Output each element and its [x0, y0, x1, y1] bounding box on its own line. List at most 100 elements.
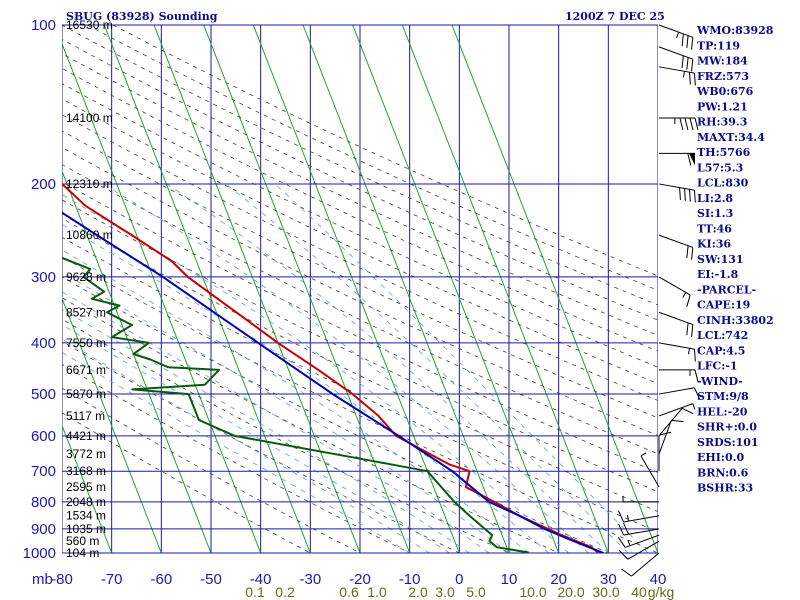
wind-barb-staff	[623, 515, 660, 523]
isotherm-line	[62, 169, 212, 553]
index-item: BSHR:33	[697, 482, 753, 495]
wind-barb-flag	[688, 189, 691, 202]
wind-barb-staff	[658, 403, 693, 417]
index-item: LFC:-1	[697, 360, 738, 373]
wind-barb-flag	[679, 117, 684, 131]
wind-barb-flag	[618, 510, 625, 523]
wind-barb	[618, 522, 660, 536]
wind-barb-half-flag	[627, 539, 631, 546]
moist-adiabat-line	[166, 183, 609, 553]
pressure-tick-label: 100	[31, 17, 56, 34]
mixing-ratio-label: 5.0	[466, 584, 486, 600]
dry-adiabat-line	[62, 67, 658, 352]
wind-barb	[659, 117, 699, 131]
wind-barb-flag	[679, 187, 681, 200]
wind-barb-staff	[625, 534, 660, 548]
index-item: CAPE:19	[697, 299, 750, 312]
dry-adiabat-line	[62, 217, 658, 513]
wind-barb	[658, 419, 684, 455]
isotherm-line	[0, 25, 12, 553]
index-item: CINH:33802	[697, 314, 774, 327]
index-item: LCL:742	[697, 329, 748, 342]
mixing-ratio-label: 0.2	[275, 584, 295, 600]
wind-barb-flag	[621, 568, 632, 577]
wind-barb-half-flag	[692, 403, 696, 410]
height-label: 9628 m	[66, 270, 106, 284]
index-item: TP:119	[697, 39, 740, 52]
wind-barb-flag	[691, 37, 694, 50]
wind-barb-flag	[689, 117, 694, 131]
wind-barb	[618, 510, 660, 523]
pressure-tick-label: 800	[31, 494, 56, 511]
wind-barb-flag	[658, 431, 672, 436]
height-label: 8527 m	[66, 305, 106, 319]
moist-adiabat-line	[274, 183, 649, 553]
moist-adiabat-line	[225, 183, 629, 553]
moist-adiabat-line	[62, 338, 430, 553]
temperature-tick-label: -50	[200, 571, 222, 588]
isotherm-line	[62, 297, 162, 553]
pressure-tick-label: 400	[31, 335, 56, 352]
height-label: 14100 m	[66, 111, 113, 125]
wind-barb-flag	[688, 72, 691, 85]
temperature-tick-label: -80	[51, 571, 73, 588]
index-item: PW:1.21	[697, 100, 748, 113]
mixing-ratio-label: 1.0	[367, 584, 387, 600]
index-item: RH:39.3	[697, 116, 747, 129]
wind-barb-staff	[658, 24, 693, 38]
isotherm-line	[153, 25, 361, 553]
wind-barb	[618, 540, 660, 560]
wind-barb	[659, 152, 695, 166]
mixing-ratio-label: 10.0	[519, 584, 546, 600]
temperature-tick-label: -30	[299, 571, 321, 588]
isotherm-line	[401, 25, 609, 553]
wind-barb-staff	[631, 552, 660, 577]
dry-adiabat-line	[62, 297, 559, 553]
wind-barb	[658, 46, 694, 72]
isotherm-line	[451, 25, 658, 553]
index-item: TT:46	[697, 222, 732, 235]
wind-barb	[658, 342, 696, 362]
pressure-tick-label: 500	[31, 386, 56, 403]
index-item: SW:131	[697, 253, 744, 266]
wind-barb-staff	[658, 387, 695, 395]
height-label: 12310 m	[66, 177, 113, 191]
wind-barb-half-flag	[682, 71, 686, 78]
height-label: 5870 m	[66, 387, 106, 401]
mixing-ratio-label: 20.0	[557, 584, 584, 600]
wind-barb-staff	[658, 342, 695, 350]
index-item: EI:-1.8	[697, 268, 739, 281]
temperature-tick-label: 40	[650, 571, 667, 588]
wind-barb-flag	[694, 117, 699, 131]
dry-adiabat-line	[62, 387, 361, 553]
height-label: 1534 m	[66, 509, 106, 523]
wind-barb-flag	[617, 536, 626, 548]
wind-barb-flag	[618, 549, 629, 560]
index-item: HEL:-20	[697, 405, 748, 418]
wind-barb	[658, 276, 691, 307]
index-item: L57:5.3	[697, 161, 743, 174]
index-item: SI:1.3	[697, 207, 733, 220]
index-item: FRZ:573	[697, 70, 749, 83]
mixing-ratio-label: 40	[631, 584, 647, 600]
wind-barb	[658, 407, 694, 437]
height-label: 104 m	[66, 546, 99, 560]
wind-barb-staff	[623, 528, 660, 536]
wind-barb-flag	[693, 387, 700, 400]
pressure-unit-label: mb	[32, 571, 53, 588]
wind-barb-half-flag	[676, 31, 680, 38]
wind-barb-column	[617, 24, 700, 577]
index-item: MW:184	[697, 55, 748, 68]
isotherm-line	[62, 424, 113, 553]
wind-barb-staff	[658, 183, 695, 191]
pressure-tick-label: 200	[31, 176, 56, 193]
wind-barb-flag	[684, 117, 689, 131]
wind-barb	[658, 234, 694, 260]
dry-adiabat-line	[62, 38, 658, 321]
wind-barb-flag	[684, 188, 686, 201]
wind-barb-staff	[640, 455, 660, 488]
wind-barb-flag	[693, 349, 696, 362]
moist-adiabat-line	[62, 271, 510, 553]
wind-barb	[622, 495, 659, 503]
pressure-tick-label: 1000	[23, 545, 56, 562]
